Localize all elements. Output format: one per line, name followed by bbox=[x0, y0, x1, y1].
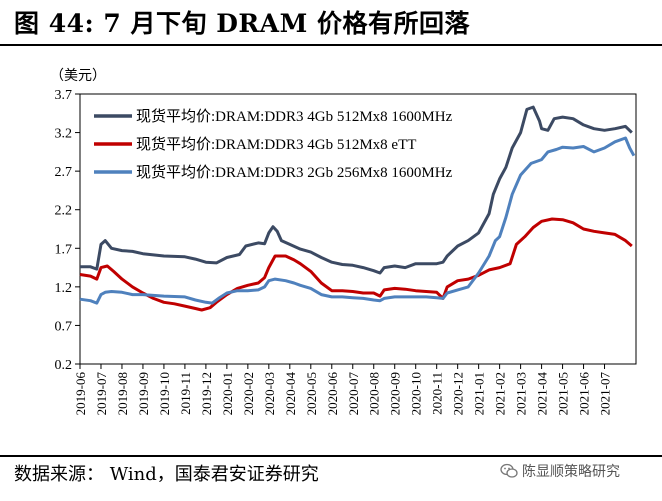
series-line-2 bbox=[79, 217, 633, 312]
x-tick-label: 2019-10 bbox=[157, 372, 172, 415]
legend-label-2: 现货平均价:DRAM:DDR3 4Gb 512Mx8 eTT bbox=[136, 136, 416, 153]
x-tick-label: 2020-01 bbox=[220, 372, 235, 415]
legend-label-1: 现货平均价:DRAM:DDR3 4Gb 512Mx8 1600MHz bbox=[136, 108, 453, 125]
series-line-3 bbox=[79, 136, 636, 305]
y-tick-label: 3.7 bbox=[55, 88, 73, 103]
x-tick-label: 2020-07 bbox=[346, 372, 361, 416]
title-divider bbox=[0, 44, 662, 46]
y-tick-label: 0.2 bbox=[55, 358, 73, 373]
x-tick-label: 2019-12 bbox=[199, 372, 214, 415]
series-lines bbox=[79, 105, 636, 312]
x-tick-label: 2021-04 bbox=[535, 372, 550, 416]
y-tick-label: 2.2 bbox=[55, 204, 73, 219]
x-ticks: 2019-06 2019-07 2019-08 2019-09 2019-10 2019-… bbox=[73, 364, 613, 415]
y-tick-label: 1.2 bbox=[55, 281, 73, 296]
x-tick-label: 2019-09 bbox=[136, 372, 151, 415]
x-tick-label: 2021-01 bbox=[472, 372, 487, 415]
watermark-text: 陈显顺策略研究 bbox=[522, 464, 620, 480]
page-title: 图 44: 7 月下旬 DRAM 价格有所回落 bbox=[14, 9, 470, 38]
y-tick-label: 1.7 bbox=[55, 242, 73, 257]
x-tick-label: 2021-05 bbox=[556, 372, 571, 415]
x-tick-label: 2020-12 bbox=[451, 372, 466, 415]
legend: 现货平均价:DRAM:DDR3 4Gb 512Mx8 1600MHz 现货平均价:… bbox=[94, 108, 453, 181]
wechat-icon bbox=[500, 463, 518, 478]
y-tick-label: 3.2 bbox=[55, 127, 73, 142]
y-ticks: 3.7 3.2 2.7 2.2 1.7 1.2 0.7 0.2 bbox=[55, 88, 80, 373]
y-tick-label: 0.7 bbox=[55, 319, 73, 334]
x-tick-label: 2020-06 bbox=[325, 372, 340, 416]
y-axis-label: （美元） bbox=[50, 68, 106, 84]
data-source-note: 数据来源： Wind，国泰君安证券研究 bbox=[14, 464, 319, 485]
watermark: 陈显顺策略研究 bbox=[500, 461, 620, 481]
x-tick-label: 2019-06 bbox=[73, 372, 88, 416]
x-tick-label: 2021-02 bbox=[493, 372, 508, 415]
x-tick-label: 2021-07 bbox=[598, 372, 613, 416]
x-tick-label: 2020-02 bbox=[241, 372, 256, 415]
y-tick-label: 2.7 bbox=[55, 165, 73, 180]
x-tick-label: 2020-11 bbox=[430, 372, 445, 415]
x-tick-label: 2020-08 bbox=[367, 372, 382, 415]
x-tick-label: 2021-06 bbox=[577, 372, 592, 416]
x-tick-label: 2019-08 bbox=[115, 372, 130, 415]
x-tick-label: 2020-05 bbox=[304, 372, 319, 415]
x-tick-label: 2020-03 bbox=[262, 372, 277, 415]
series-line-1 bbox=[80, 105, 633, 275]
x-tick-label: 2020-10 bbox=[409, 372, 424, 415]
x-tick-label: 2020-09 bbox=[388, 372, 403, 415]
x-tick-label: 2020-04 bbox=[283, 372, 298, 416]
axes bbox=[79, 93, 637, 365]
footer-divider bbox=[0, 455, 662, 457]
x-tick-label: 2021-03 bbox=[514, 372, 529, 415]
dram-price-chart: （美元） 3.73.22.72.21.71.20.70.2 2019-06 201… bbox=[50, 68, 637, 415]
legend-label-3: 现货平均价:DRAM:DDR3 2Gb 256Mx8 1600MHz bbox=[136, 164, 453, 181]
x-tick-label: 2019-07 bbox=[94, 372, 109, 416]
x-tick-label: 2019-11 bbox=[178, 372, 193, 415]
plot-frame bbox=[79, 93, 637, 365]
